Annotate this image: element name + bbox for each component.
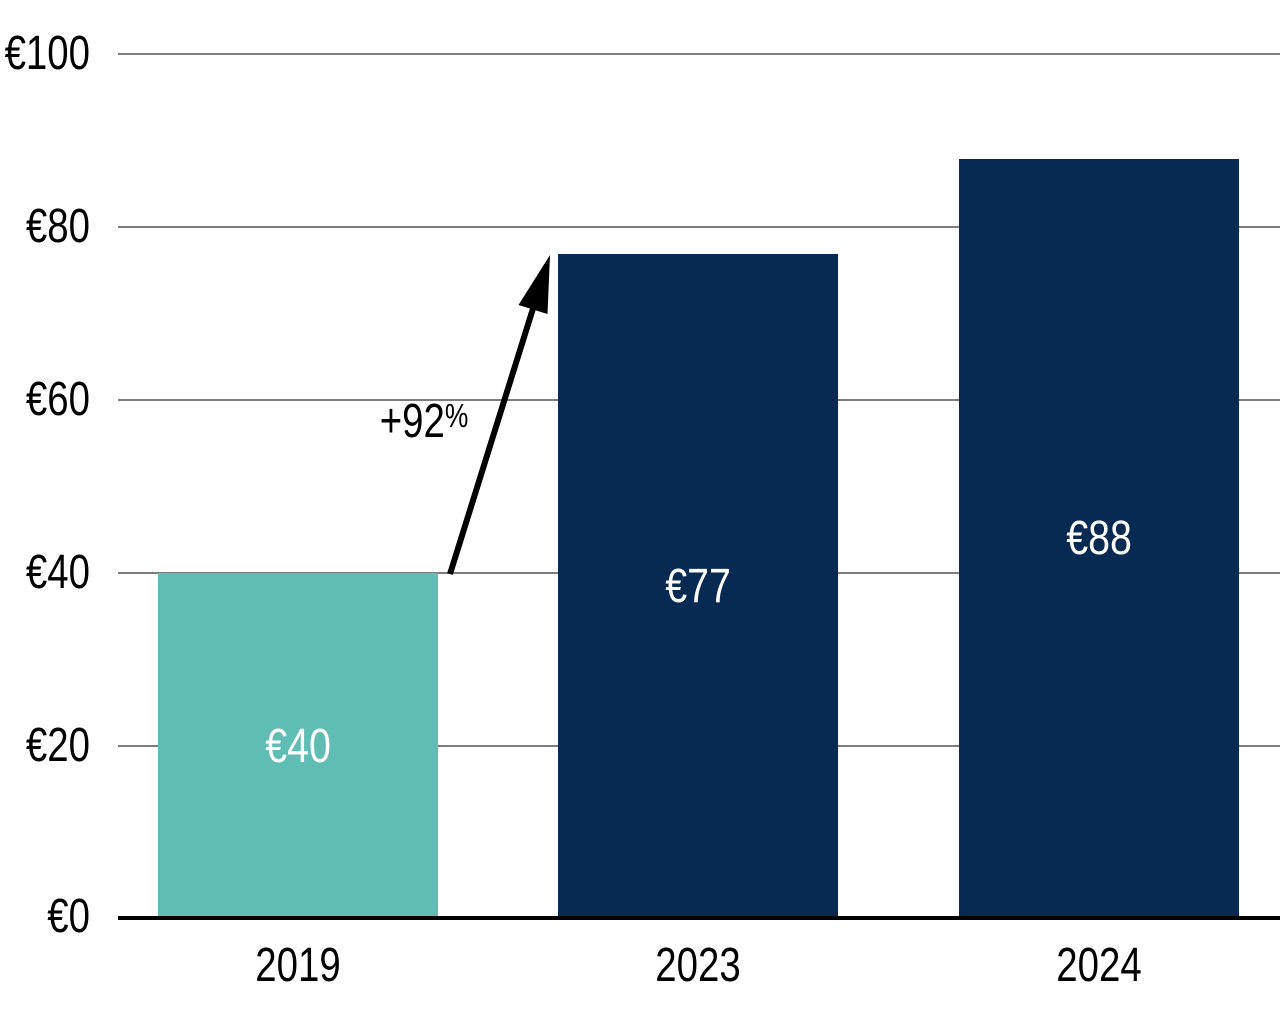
bar-2024-value-label: €88 (1066, 512, 1132, 566)
y-tick-label-80: €80 (25, 200, 90, 253)
y-tick-label-60: €60 (25, 373, 90, 426)
bar-2019: €40 (158, 573, 438, 919)
x-axis-line (118, 916, 1280, 920)
y-tick-label-0: €0 (47, 890, 90, 943)
bar-2024: €88 (959, 158, 1239, 919)
bar-2023-value-label: €77 (665, 559, 731, 613)
gridline-80 (118, 226, 1280, 228)
x-tick-label-2023: 2023 (655, 939, 741, 992)
y-tick-label-100: €100 (4, 27, 91, 80)
growth-annotation-percent: % (444, 397, 469, 434)
growth-annotation: +92% (355, 392, 493, 446)
x-tick-label-2019: 2019 (255, 939, 341, 992)
bar-2019-value-label: €40 (265, 719, 331, 773)
y-tick-label-20: €20 (25, 719, 90, 772)
y-tick-label-40: €40 (25, 546, 90, 599)
growth-annotation-main: +92 (379, 395, 445, 448)
bar-2023: €77 (558, 253, 838, 919)
x-tick-label-2024: 2024 (1056, 939, 1142, 992)
gridline-100 (118, 53, 1280, 55)
